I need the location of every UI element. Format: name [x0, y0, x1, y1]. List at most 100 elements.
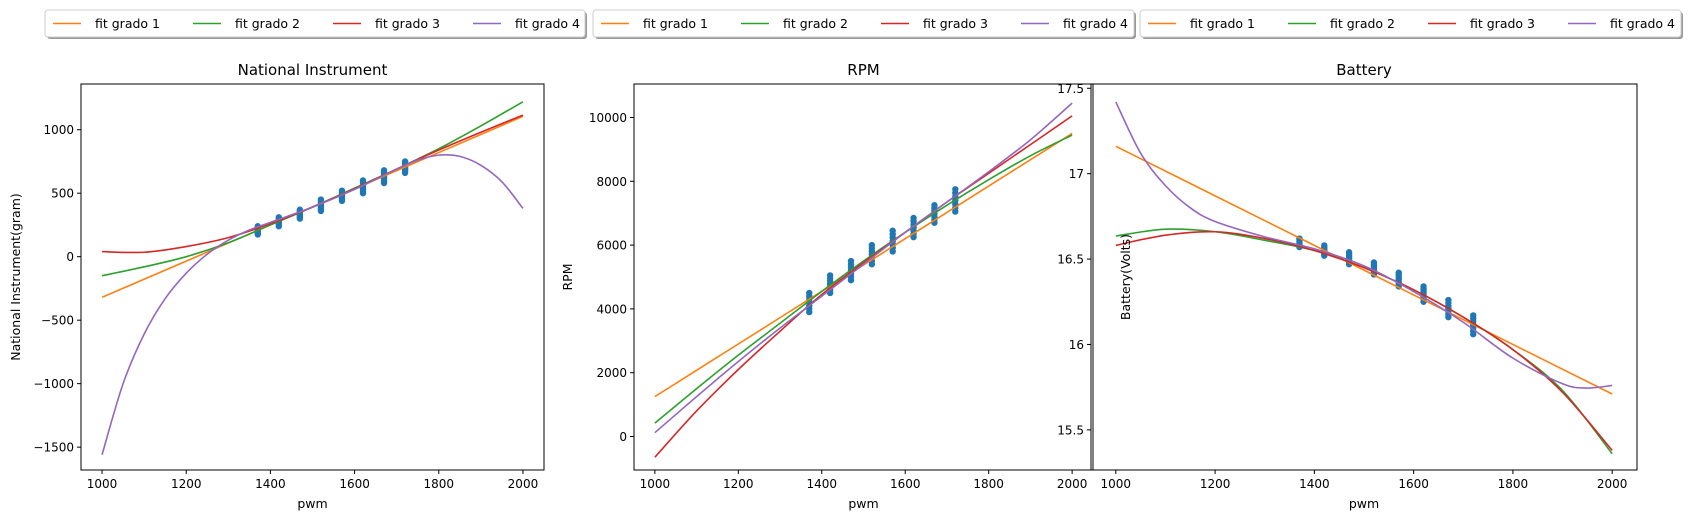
chart-title: RPM: [847, 61, 879, 79]
x-tick-label: 2000: [508, 477, 539, 491]
data-point: [889, 227, 896, 234]
chart-title: Battery: [1336, 61, 1392, 79]
data-point: [401, 158, 409, 165]
x-tick-label: 1200: [723, 477, 754, 491]
legend-label-fit-grado-4: fit grado 4: [1063, 16, 1128, 31]
chart-title: National Instrument: [238, 61, 388, 79]
fit-lines: [101, 101, 524, 455]
series-line-fit-grado-1: [1115, 145, 1613, 395]
x-tick-label: 1800: [973, 477, 1004, 491]
y-tick-label: 0: [619, 430, 627, 444]
x-tick-label: 1400: [255, 477, 286, 491]
legend: fit grado 1 fit grado 2 fit grado 3 fit gra…: [592, 9, 1136, 39]
y-tick-label: −1500: [33, 441, 74, 455]
data-point: [359, 177, 367, 184]
series-line-fit-grado-3: [654, 115, 1073, 458]
x-tick-label: 1600: [1398, 477, 1429, 491]
series-line-fit-grado-2: [1115, 228, 1613, 455]
series-line-fit-grado-4: [101, 153, 524, 455]
y-tick-label: 6000: [596, 239, 627, 253]
series-line-fit-grado-4: [654, 102, 1073, 434]
legend: fit grado 1 fit grado 2 fit grado 3 fit gra…: [1139, 9, 1683, 39]
legend-label-fit-grado-3: fit grado 3: [1470, 16, 1535, 31]
legend-label-fit-grado-1: fit grado 1: [643, 16, 708, 31]
legend-label-fit-grado-4: fit grado 4: [1610, 16, 1675, 31]
x-tick-label: 1600: [339, 477, 370, 491]
legends: fit grado 1 fit grado 2 fit grado 3 fit gra…: [44, 9, 1683, 39]
legend-label-fit-grado-1: fit grado 1: [1190, 16, 1255, 31]
legend-label-fit-grado-1: fit grado 1: [95, 16, 160, 31]
x-tick-label: 1600: [890, 477, 921, 491]
x-tick-label: 1400: [1299, 477, 1330, 491]
data-point: [1345, 249, 1353, 256]
x-tick-label: 2000: [1057, 477, 1088, 491]
legend-label-fit-grado-2: fit grado 2: [1330, 16, 1395, 31]
axes-frame: [633, 83, 1094, 471]
y-tick-label: 17.5: [1057, 82, 1084, 96]
legend-label-fit-grado-4: fit grado 4: [515, 16, 580, 31]
fit-lines: [654, 102, 1073, 458]
legend-frame: [1139, 9, 1682, 38]
data-point: [826, 272, 834, 279]
data-point: [1395, 269, 1402, 276]
legend-label-fit-grado-2: fit grado 2: [235, 16, 300, 31]
x-tick-label: 1200: [171, 477, 202, 491]
x-tick-label: 1400: [806, 477, 837, 491]
y-tick-label: −500: [41, 314, 74, 328]
data-point: [1321, 242, 1328, 249]
y-tick-label: 4000: [596, 302, 627, 316]
data-point: [1445, 296, 1452, 304]
y-tick-label: 0: [66, 250, 74, 264]
x-tick-label: 1000: [87, 477, 118, 491]
legend-label-fit-grado-2: fit grado 2: [783, 16, 848, 31]
fit-lines: [1115, 101, 1613, 455]
data-point: [1470, 312, 1477, 319]
y-tick-label: 17: [1069, 167, 1084, 181]
legend-label-fit-grado-3: fit grado 3: [375, 16, 440, 31]
subplot-national-instrument: 1000 1200 1400 1600 1800 2000 −1500 −1000 −500 0 5…: [8, 61, 545, 511]
y-tick-label: 1000: [43, 123, 74, 137]
data-point: [338, 187, 346, 194]
y-axis-label: Battery(Volts): [1118, 234, 1133, 320]
data-point: [868, 241, 876, 249]
x-tick-label: 1200: [1200, 477, 1231, 491]
series-line-fit-grado-4: [1115, 101, 1613, 389]
data-point: [931, 202, 938, 209]
x-tick-label: 1000: [1101, 477, 1132, 491]
scatter-points: [254, 158, 409, 238]
y-axis-label: National Instrument(gram): [8, 193, 23, 361]
data-point: [806, 289, 813, 297]
data-point: [847, 257, 855, 265]
legend-label-fit-grado-3: fit grado 3: [923, 16, 988, 31]
y-tick-label: 2000: [596, 366, 627, 380]
data-point: [1420, 283, 1427, 290]
data-point: [317, 196, 325, 203]
axes-frame: [1090, 83, 1638, 471]
x-axis-label: pwm: [848, 496, 878, 511]
y-axis-label: RPM: [560, 263, 575, 290]
x-tick-label: 1800: [423, 477, 454, 491]
legend: fit grado 1 fit grado 2 fit grado 3 fit gra…: [44, 9, 587, 39]
y-tick-label: 15.5: [1057, 423, 1084, 437]
y-tick-label: −1000: [33, 377, 74, 391]
y-tick-label: 16: [1069, 338, 1084, 352]
data-point: [952, 186, 959, 193]
series-line-fit-grado-2: [654, 134, 1073, 424]
data-point: [910, 214, 917, 222]
series-line-fit-grado-3: [102, 114, 524, 254]
axes-frame: [80, 83, 545, 471]
x-tick-label: 1000: [640, 477, 671, 491]
y-tick-label: 16.5: [1057, 253, 1084, 267]
data-point: [380, 167, 388, 174]
x-tick-label: 1800: [1498, 477, 1529, 491]
x-axis-label: pwm: [1349, 496, 1379, 511]
y-tick-label: 500: [51, 187, 74, 201]
legend-frame: [592, 9, 1135, 38]
legend-frame: [44, 9, 586, 38]
x-axis-label: pwm: [297, 496, 327, 511]
y-tick-label: 10000: [589, 111, 627, 125]
subplot-rpm: 1000 1200 1400 1600 1800 2000 0 2000 4000 6000 800…: [560, 61, 1094, 511]
y-tick-label: 8000: [596, 175, 627, 189]
x-tick-label: 2000: [1597, 477, 1628, 491]
